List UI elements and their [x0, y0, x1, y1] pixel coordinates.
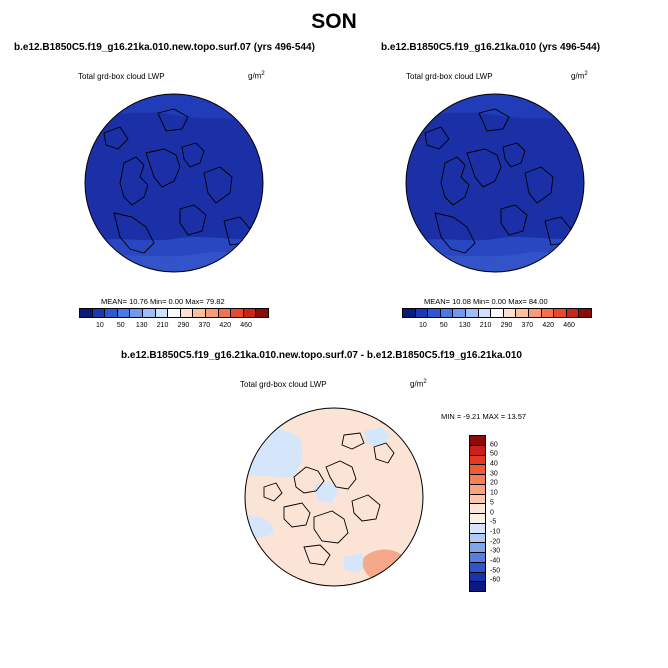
colorbar-swatch [155, 309, 169, 317]
right-colorbar [402, 308, 592, 318]
colorbar-tick-label: 30 [490, 470, 498, 478]
colorbar-tick-label: -50 [490, 567, 501, 575]
difference-colorbar [469, 435, 486, 592]
colorbar-tick-label: 420 [219, 322, 232, 329]
colorbar-tick-label: -5 [490, 518, 497, 526]
right-panel-title: b.e12.B1850C5.f19_g16.21ka.010 (yrs 496-… [381, 42, 601, 53]
colorbar-swatch [491, 309, 504, 317]
difference-stats: MIN = -9.21 MAX = 13.57 [441, 412, 527, 421]
colorbar-swatch [440, 309, 454, 317]
colorbar-swatch [470, 484, 485, 495]
left-colorbar-ticks: 10 50 130 210 290 370 420 460 [79, 322, 269, 331]
difference-variable-label: Total grd-box cloud LWP [240, 380, 327, 389]
colorbar-swatch [403, 309, 416, 317]
colorbar-swatch [428, 309, 441, 317]
difference-units-label: g/m2 [410, 379, 427, 389]
colorbar-tick-label: 130 [458, 322, 471, 329]
colorbar-swatch [478, 309, 492, 317]
colorbar-swatch [231, 309, 244, 317]
difference-title: b.e12.B1850C5.f19_g16.21ka.010.new.topo.… [121, 350, 522, 361]
colorbar-tick-label: 370 [198, 322, 211, 329]
colorbar-tick-label: 210 [479, 322, 492, 329]
colorbar-tick-label: 460 [563, 322, 575, 329]
colorbar-tick-label: 40 [490, 460, 498, 468]
colorbar-tick-label: -60 [490, 576, 501, 584]
colorbar-tick-label: 290 [177, 322, 190, 329]
left-stats: MEAN= 10.76 Min= 0.00 Max= 79.82 [101, 297, 225, 306]
left-units-label: g/m2 [248, 71, 265, 81]
right-stats: MEAN= 10.08 Min= 0.00 Max= 84.00 [424, 297, 548, 306]
difference-polar-map [244, 407, 424, 587]
colorbar-swatch [453, 309, 466, 317]
colorbar-tick-label: 50 [490, 450, 498, 458]
right-colorbar-ticks: 10 50 130 210 290 370 420 460 [402, 322, 592, 331]
colorbar-tick-label: 460 [240, 322, 252, 329]
colorbar-tick-label: 10 [95, 322, 104, 329]
colorbar-tick-label: 50 [116, 322, 125, 329]
colorbar-tick-label: 10 [418, 322, 427, 329]
colorbar-tick-label: -30 [490, 547, 501, 555]
left-polar-map [84, 93, 264, 273]
colorbar-swatch [470, 436, 485, 446]
colorbar-swatch [415, 309, 429, 317]
colorbar-swatch [256, 309, 268, 317]
colorbar-swatch [218, 309, 232, 317]
right-units-label: g/m2 [571, 71, 588, 81]
colorbar-tick-label: 370 [521, 322, 534, 329]
colorbar-swatch [105, 309, 118, 317]
colorbar-tick-label: 290 [500, 322, 513, 329]
colorbar-swatch [470, 582, 485, 591]
colorbar-tick-label: 50 [439, 322, 448, 329]
left-variable-label: Total grd-box cloud LWP [78, 72, 165, 81]
colorbar-swatch [470, 562, 485, 573]
colorbar-swatch [243, 309, 257, 317]
colorbar-tick-label: 130 [135, 322, 148, 329]
colorbar-tick-label: -20 [490, 538, 501, 546]
colorbar-swatch [516, 309, 529, 317]
colorbar-tick-label: 20 [490, 479, 498, 487]
colorbar-tick-label: -40 [490, 557, 501, 565]
colorbar-swatch [528, 309, 542, 317]
colorbar-swatch [541, 309, 555, 317]
figure-title: SON [311, 10, 357, 33]
colorbar-swatch [168, 309, 181, 317]
colorbar-swatch [470, 465, 485, 475]
colorbar-swatch [470, 533, 485, 544]
colorbar-tick-label: 10 [490, 489, 498, 497]
colorbar-tick-label: 5 [490, 499, 494, 507]
colorbar-tick-label: 0 [490, 509, 494, 516]
colorbar-swatch [180, 309, 194, 317]
colorbar-swatch [470, 475, 485, 485]
left-panel-title: b.e12.B1850C5.f19_g16.21ka.010.new.topo.… [14, 42, 315, 53]
colorbar-swatch [470, 543, 485, 553]
colorbar-tick-label: -10 [490, 528, 501, 536]
colorbar-tick-label: 210 [156, 322, 169, 329]
colorbar-swatch [205, 309, 219, 317]
colorbar-tick-label: 420 [542, 322, 555, 329]
colorbar-swatch [554, 309, 567, 317]
colorbar-swatch [470, 514, 485, 524]
right-polar-map [405, 93, 585, 273]
colorbar-swatch [117, 309, 131, 317]
left-colorbar [79, 308, 269, 318]
colorbar-swatch [470, 504, 485, 514]
colorbar-swatch [566, 309, 580, 317]
colorbar-swatch [503, 309, 517, 317]
difference-colorbar-ticks: 60 50 40 30 20 10 5 0 -5 -10 -20 -30 -40 -50 -60 [490, 435, 520, 590]
colorbar-swatch [80, 309, 93, 317]
colorbar-swatch [92, 309, 106, 317]
colorbar-swatch [470, 572, 485, 583]
colorbar-swatch [142, 309, 156, 317]
colorbar-swatch [130, 309, 143, 317]
colorbar-swatch [470, 455, 485, 466]
right-variable-label: Total grd-box cloud LWP [406, 72, 493, 81]
colorbar-swatch [193, 309, 206, 317]
colorbar-swatch [470, 553, 485, 563]
colorbar-swatch [579, 309, 591, 317]
colorbar-tick-label: 60 [490, 441, 498, 449]
colorbar-swatch [470, 445, 485, 456]
colorbar-swatch [465, 309, 479, 317]
colorbar-swatch [470, 523, 485, 534]
colorbar-swatch [470, 494, 485, 505]
